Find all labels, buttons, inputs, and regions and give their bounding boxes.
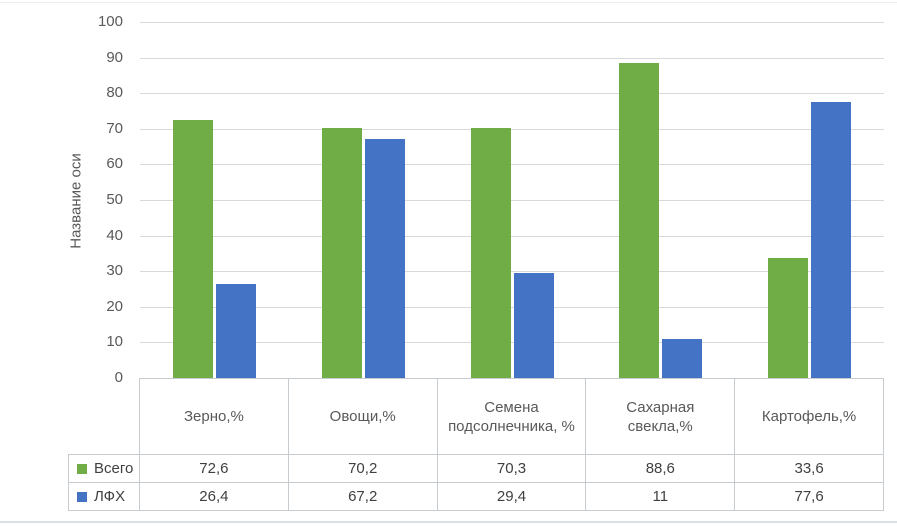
- value-cell: 11: [586, 483, 736, 511]
- legend-cell: ЛФХ: [68, 483, 140, 511]
- chart-bar: [321, 128, 362, 378]
- gridline: [140, 164, 884, 166]
- chart-bar: [172, 119, 213, 378]
- gridline: [140, 235, 884, 237]
- y-axis-tick-label: 50: [106, 191, 123, 208]
- legend-cell: Всего: [68, 455, 140, 483]
- y-axis-tick-label: 0: [114, 369, 123, 386]
- plot-area: [140, 22, 884, 378]
- y-axis-tick-label: 40: [106, 226, 123, 244]
- gridline: [140, 93, 884, 95]
- legend-label: Всего: [94, 460, 134, 477]
- y-axis-tick-label: 100: [97, 13, 123, 30]
- y-axis-tick-label: 30: [106, 262, 123, 280]
- category-header-cell: Сахарная свекла,%: [586, 378, 736, 455]
- value-cell: 26,4: [140, 483, 289, 511]
- page-bottom-divider: [0, 521, 897, 523]
- table-corner-cell: [68, 378, 140, 455]
- y-axis-tick-label: 90: [106, 48, 123, 66]
- y-axis-tick-label: 80: [106, 84, 123, 102]
- gridline: [140, 200, 884, 201]
- y-axis-tick-label: 60: [106, 155, 123, 173]
- value-cell: 70,2: [288, 455, 438, 483]
- category-header-cell: Картофель,%: [735, 378, 884, 455]
- value-cell: 72,6: [140, 455, 289, 483]
- chart-bar: [513, 273, 554, 378]
- value-cell: 29,4: [437, 483, 587, 511]
- chart-data-table: Зерно,% Овощи,% Семена подсолнечника, % Сах…: [68, 378, 885, 512]
- chart-bar: [811, 101, 852, 378]
- gridline: [140, 128, 884, 130]
- chart-bar: [768, 258, 809, 378]
- category-header-cell: Семена подсолнечника, %: [437, 378, 587, 455]
- chart-bar: [215, 284, 256, 378]
- y-axis-tick-labels: 0 10 20 30 40 50 60 70 80 90 100: [0, 13, 123, 386]
- value-cell: 33,6: [735, 455, 884, 483]
- chart-bar: [470, 127, 511, 378]
- legend-swatch-icon: [77, 491, 87, 502]
- legend-swatch-icon: [77, 463, 87, 474]
- legend-label: ЛФХ: [94, 488, 126, 505]
- y-axis-tick-label: 20: [106, 297, 123, 315]
- value-cell: 88,6: [586, 455, 736, 483]
- chart-bar: [662, 338, 703, 378]
- chart-bar: [364, 138, 405, 378]
- category-header-cell: Овощи,%: [288, 378, 438, 455]
- value-cell: 70,3: [437, 455, 587, 483]
- value-cell: 77,6: [735, 483, 884, 511]
- gridline: [140, 22, 884, 23]
- y-axis-tick-label: 70: [106, 119, 123, 137]
- page-top-divider: [0, 2, 897, 3]
- chart-bar: [619, 62, 660, 378]
- gridline: [140, 271, 884, 273]
- gridline: [140, 306, 884, 308]
- category-header-cell: Зерно,%: [140, 378, 289, 455]
- y-axis-tick-label: 10: [106, 333, 123, 351]
- value-cell: 67,2: [288, 483, 438, 511]
- gridline: [140, 57, 884, 59]
- gridline: [140, 342, 884, 344]
